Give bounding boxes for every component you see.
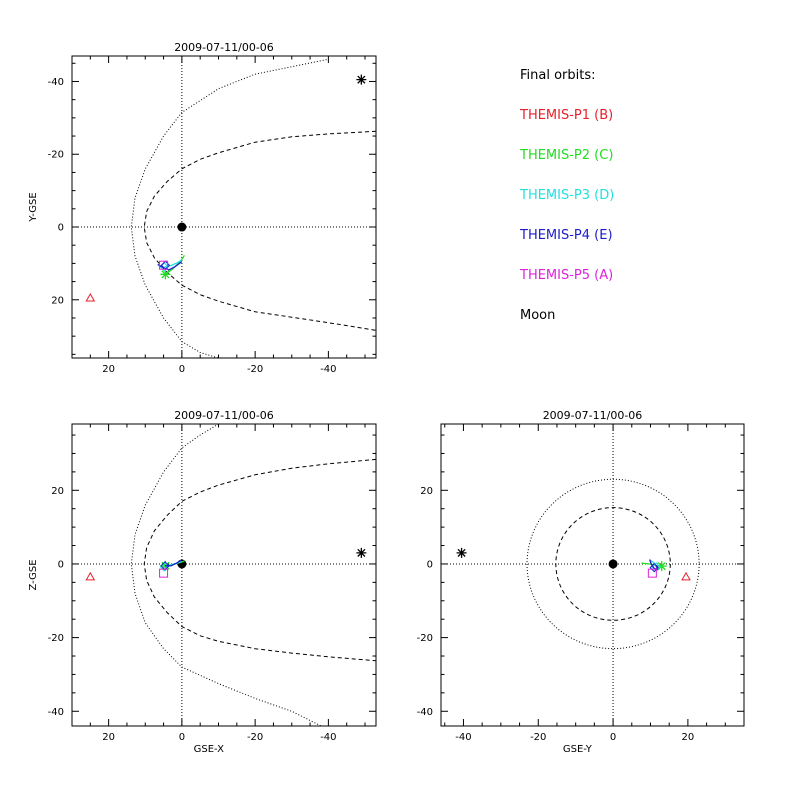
y-tick-label: -20 xyxy=(48,150,64,161)
legend-item-moon: Moon xyxy=(520,308,556,323)
plot-title: 2009-07-11/00-06 xyxy=(174,41,274,54)
marker-themis-p1-b xyxy=(85,571,96,581)
y-tick-label: -40 xyxy=(417,707,433,718)
y-tick-label: 0 xyxy=(427,559,433,570)
legend-item-p3: THEMIS-P3 (D) xyxy=(520,188,615,203)
y-axis-label: Y-GSE xyxy=(28,192,39,222)
earth-dot xyxy=(608,559,618,569)
plot-title: 2009-07-11/00-06 xyxy=(174,409,274,422)
magnetopause-circle xyxy=(555,507,671,621)
marker-themis-p2-c xyxy=(656,561,667,572)
plot-frame xyxy=(440,423,745,727)
marker-moon xyxy=(356,547,367,558)
marker-themis-p2-c xyxy=(160,269,171,280)
orbit-track-themis-p4-e xyxy=(649,559,659,571)
plot-panel-3: -40 -20 0 20 20 0 -20 -40 2009-07-11/00-06 GSE-Y xyxy=(417,409,745,755)
x-tick-label: 20 xyxy=(102,732,115,743)
x-tick-label: 20 xyxy=(682,732,695,743)
bow-shock-curve xyxy=(130,424,322,726)
legend: Final orbits: THEMIS-P1 (B) THEMIS-P2 (C… xyxy=(520,66,614,326)
bow-shock-curve xyxy=(130,59,327,358)
marker-themis-p1-b xyxy=(681,571,691,581)
legend-item-p2: THEMIS-P2 (C) xyxy=(520,148,614,163)
magnetopause-curve xyxy=(143,130,376,331)
plot-frame xyxy=(71,423,377,727)
plot-area xyxy=(72,56,376,358)
marker-moon xyxy=(456,547,467,558)
marker-themis-p4-e xyxy=(649,562,659,573)
plot-area xyxy=(72,424,376,726)
y-tick-label: 20 xyxy=(420,486,433,497)
y-tick-label: -40 xyxy=(48,77,64,88)
legend-item-p1: THEMIS-P1 (B) xyxy=(520,108,614,123)
y-tick-label: -20 xyxy=(417,633,433,644)
plot-panel-2: 20 0 -20 -40 20 0 -20 -40 2009-07-11/00-06 GSE-X Z… xyxy=(28,409,377,755)
y-tick-label: 0 xyxy=(58,223,64,234)
y-tick-label: 20 xyxy=(51,295,64,306)
earth-dot xyxy=(177,559,187,569)
y-tick-label: 0 xyxy=(58,559,64,570)
x-tick-label: -40 xyxy=(320,732,336,743)
marker-themis-p5-a xyxy=(159,568,169,578)
legend-item-p4: THEMIS-P4 (E) xyxy=(520,228,613,243)
x-tick-label: 20 xyxy=(102,364,115,375)
orbit-track-themis-p4-e xyxy=(157,261,183,271)
marker-themis-p4-e xyxy=(160,561,170,571)
y-tick-label: 20 xyxy=(51,486,64,497)
earth-dot xyxy=(177,222,187,232)
marker-themis-p5-a xyxy=(159,260,169,270)
legend-title: Final orbits: xyxy=(520,68,596,83)
bow-shock-circle xyxy=(526,478,700,650)
x-tick-label: 0 xyxy=(610,732,616,743)
x-axis-label: GSE-Y xyxy=(563,744,593,755)
x-tick-label: 0 xyxy=(179,732,185,743)
y-tick-label: -20 xyxy=(48,633,64,644)
x-tick-label: -40 xyxy=(320,364,336,375)
plot-panel-1: 20 0 -20 -40 -40 -20 0 20 2009-07-11/00-06 Y-GSE xyxy=(28,41,377,375)
x-tick-label: -40 xyxy=(455,732,471,743)
plot-title: 2009-07-11/00-06 xyxy=(543,409,643,422)
marker-themis-p5-a xyxy=(647,568,657,578)
orbit-track-themis-p4-e xyxy=(165,559,182,567)
y-axis-label: Z-GSE xyxy=(28,559,39,590)
legend-item-p5: THEMIS-P5 (A) xyxy=(520,268,614,283)
x-tick-label: -20 xyxy=(530,732,546,743)
x-axis-label: GSE-X xyxy=(194,744,225,755)
x-tick-label: -20 xyxy=(247,732,263,743)
y-tick-label: -40 xyxy=(48,707,64,718)
marker-moon xyxy=(356,74,367,85)
marker-themis-p1-b xyxy=(85,292,96,302)
x-tick-label: -20 xyxy=(247,364,263,375)
plot-frame xyxy=(71,55,377,359)
magnetopause-curve xyxy=(143,458,376,662)
x-tick-label: 0 xyxy=(179,364,185,375)
plot-area xyxy=(441,424,744,726)
